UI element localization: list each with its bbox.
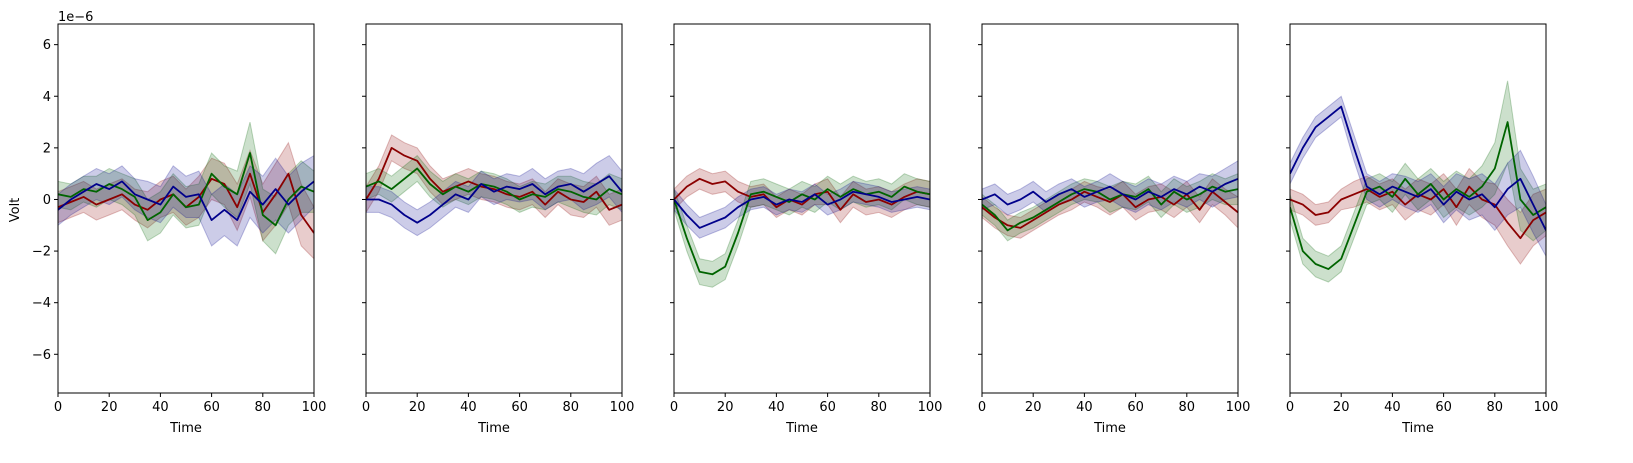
- x-axis-label: Time: [1401, 421, 1434, 436]
- panels: 0 20 40 60 80 100 −6 −4 −2 0 2 4 6 Time 0 20 40 60 80 100 Ti…: [32, 23, 1559, 436]
- x-tick-label: 40: [1384, 400, 1401, 415]
- panel-1: 0 20 40 60 80 100 −6 −4 −2 0 2 4 6 Time: [32, 23, 327, 436]
- x-axis-label: Time: [477, 421, 510, 436]
- x-tick-label: 80: [563, 400, 580, 415]
- x-tick-label: 80: [1487, 400, 1504, 415]
- band-red: [674, 167, 930, 224]
- y-tick-label: 4: [43, 90, 51, 105]
- x-tick-label: 80: [255, 400, 272, 415]
- x-tick-label: 0: [1286, 400, 1294, 415]
- y-tick-label: −4: [32, 296, 51, 311]
- series-line-red: [366, 146, 622, 211]
- axes-frame: [1289, 23, 1547, 394]
- x-tick-label: 40: [460, 400, 477, 415]
- series-line-blue: [58, 180, 314, 222]
- x-tick-label: 0: [978, 400, 986, 415]
- panel-5: 0 20 40 60 80 100 Time: [1286, 23, 1559, 436]
- series-line-blue: [1290, 105, 1546, 231]
- x-tick-label: 80: [871, 400, 888, 415]
- series-line-green: [982, 185, 1238, 232]
- series-line-blue: [982, 177, 1238, 206]
- x-tick-label: 0: [54, 400, 62, 415]
- panel-2: 0 20 40 60 80 100 Time: [362, 23, 635, 436]
- x-tick-label: 40: [1076, 400, 1093, 415]
- x-tick-label: 40: [152, 400, 169, 415]
- x-tick-label: 100: [918, 400, 943, 415]
- series-line-green: [674, 185, 930, 276]
- plot-area: [58, 121, 314, 260]
- series-line-green: [366, 167, 622, 201]
- series-line-red: [674, 177, 930, 211]
- band-red: [1290, 167, 1546, 265]
- x-axis-label: Time: [785, 421, 818, 436]
- y-tick-label: −2: [32, 245, 51, 260]
- y-axis-label: Volt: [8, 198, 23, 223]
- x-tick-label: 100: [302, 400, 327, 415]
- band-green: [366, 154, 622, 216]
- x-tick-label: 60: [1127, 400, 1144, 415]
- x-tick-label: 0: [362, 400, 370, 415]
- band-blue: [1290, 95, 1546, 257]
- series-line-blue: [674, 190, 930, 229]
- x-tick-label: 20: [717, 400, 734, 415]
- y-offset-label: 1e−6: [58, 10, 93, 25]
- y-tick-label: 0: [43, 193, 51, 208]
- plot-area: [982, 160, 1238, 242]
- x-tick-label: 60: [1435, 400, 1452, 415]
- band-blue: [674, 180, 930, 239]
- axes-frame: [365, 23, 623, 394]
- x-tick-label: 20: [409, 400, 426, 415]
- series-line-green: [58, 152, 314, 227]
- x-tick-label: 60: [203, 400, 220, 415]
- x-tick-label: 40: [768, 400, 785, 415]
- axes-frame: [57, 23, 315, 394]
- x-tick-label: 20: [1025, 400, 1042, 415]
- x-tick-label: 0: [670, 400, 678, 415]
- plot-area: [1290, 80, 1546, 283]
- band-red: [58, 141, 314, 260]
- plot-area: [674, 167, 930, 288]
- axes-frame: [981, 23, 1239, 394]
- plot-area: [366, 134, 622, 237]
- panel-4: 0 20 40 60 80 100 Time: [978, 23, 1251, 436]
- x-tick-label: 80: [1179, 400, 1196, 415]
- y-tick-label: 2: [43, 141, 51, 156]
- axes-frame: [673, 23, 931, 394]
- x-tick-label: 100: [1226, 400, 1251, 415]
- series-line-blue: [366, 175, 622, 224]
- band-blue: [58, 155, 314, 247]
- x-tick-label: 60: [819, 400, 836, 415]
- x-tick-label: 20: [1333, 400, 1350, 415]
- x-axis-label: Time: [1093, 421, 1126, 436]
- x-axis-label: Time: [169, 421, 202, 436]
- x-tick-label: 60: [511, 400, 528, 415]
- band-green: [982, 173, 1238, 242]
- x-tick-label: 100: [1534, 400, 1559, 415]
- panel-3: 0 20 40 60 80 100 Time: [670, 23, 943, 436]
- x-tick-label: 20: [101, 400, 118, 415]
- x-tick-label: 100: [610, 400, 635, 415]
- y-tick-label: 6: [43, 38, 51, 53]
- series-line-red: [982, 190, 1238, 229]
- series-line-green: [1290, 121, 1546, 271]
- band-green: [1290, 80, 1546, 283]
- y-tick-label: −6: [32, 348, 51, 363]
